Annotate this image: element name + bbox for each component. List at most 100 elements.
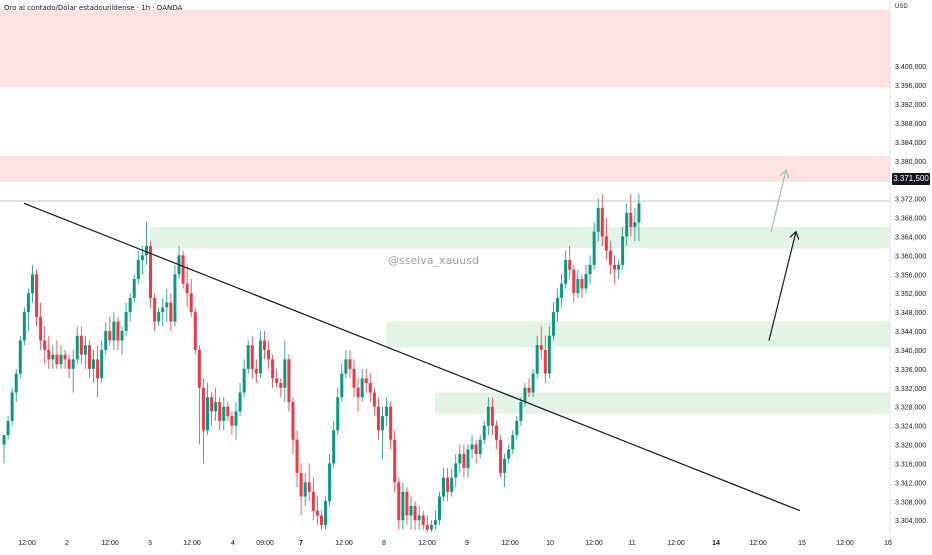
candle-body [405,491,409,516]
candle-body [149,245,153,298]
price-axis-bg [890,0,932,550]
x-tick-label: 10 [546,540,554,547]
candle-body [539,345,543,350]
candle-body [181,255,185,284]
candle-body [568,260,572,270]
y-tick-label: 3.332,000 [895,386,926,393]
y-tick-label: 3.400,000 [895,64,926,71]
candle-body [397,482,401,521]
candle-body [246,345,250,369]
candle-body [482,425,486,440]
candle-body [210,397,214,412]
candle-body [425,524,429,530]
candle-body [132,279,136,298]
y-tick-label: 3.384,000 [895,140,926,147]
y-tick-label: 3.360,000 [895,253,926,260]
candle-body [572,269,576,294]
candle-body [551,312,555,336]
y-tick-label: 3.372,000 [895,197,926,204]
candle-body [446,477,450,492]
currency-label: USD [895,4,908,10]
projection-arrow [768,232,796,341]
candle-body [311,491,315,511]
candle-body [262,340,266,350]
candle-body [393,439,397,483]
candle-body [389,406,393,440]
candle-body [454,463,458,478]
symbol-title: Oro al contado/Dólar estadounidense · 1h… [4,4,183,12]
candle-body [193,312,197,350]
candle-body [161,307,165,313]
candle-body [30,274,34,294]
candle-body [307,482,311,492]
x-tick-label: 16 [884,540,892,547]
price-axis[interactable]: 3.304,000 3.308,000 3.312,000 3.316,000 3.32… [889,0,932,550]
x-tick-label: 09:00 [256,540,274,547]
candle-body [35,274,39,317]
candle-body [112,321,116,341]
x-tick-label: 8 [382,540,386,547]
candle-body [10,392,14,421]
candle-body [466,449,470,469]
x-tick-label: 4 [231,540,235,547]
y-tick-label: 3.396,000 [895,83,926,90]
candle-body [275,378,279,384]
x-tick-label: 12:00 [418,540,436,547]
candle-body [214,401,218,412]
candle-body [629,212,633,227]
x-tick-label: 12:00 [749,540,767,547]
candle-body [96,359,100,379]
candle-body [128,297,132,313]
candle-body [55,354,59,365]
candle-body [608,250,612,265]
candle-body [490,406,494,426]
time-axis[interactable]: 12:00 2 12:00 3 12:00 4 09:00 7 12:00 8 12:00 9 12:0… [0,532,892,550]
y-tick-label: 3.324,000 [895,424,926,431]
x-tick-label: 7 [299,540,303,547]
y-tick-label: 3.348,000 [895,310,926,317]
x-tick-label: 15 [798,540,806,547]
candle-body [2,435,6,445]
candle-body [613,264,616,270]
candle-body [201,387,205,431]
candle-body [352,368,356,388]
candle-body [43,340,47,350]
candle-body [494,425,498,440]
candle-body [185,283,189,294]
candle-body [507,449,511,459]
candle-body [584,274,588,289]
demand-zone [386,321,890,348]
candle-body [637,203,641,223]
supply-zone [0,9,890,88]
candle-body [315,510,319,516]
candle-body [401,491,405,521]
last-price-label: 3.371,500 [892,173,930,185]
y-tick-label: 3.368,000 [895,216,926,223]
candle-body [600,208,604,237]
watermark-text: @sselva_xauusd [388,254,479,267]
candle-body [336,397,340,431]
x-tick-label: 12:00 [501,540,519,547]
x-tick-label: 3 [148,540,152,547]
candle-body [421,515,425,525]
candle-body [344,359,348,374]
candle-body [376,406,380,431]
candle-body [592,231,596,265]
y-tick-label: 3.364,000 [895,234,926,241]
x-tick-label: 12:00 [183,540,201,547]
candle-body [120,331,124,341]
drawings-layer [23,170,801,512]
candle-body [478,439,482,454]
x-tick-label: 9 [465,540,469,547]
candle-body [442,477,446,497]
candle-body [67,359,71,369]
candle-body [144,245,148,256]
candle-body [531,373,535,393]
candle-body [267,349,271,360]
x-tick-label: 12:00 [836,540,854,547]
candle-body [218,401,222,421]
candle-body [169,302,173,322]
demand-zone [150,226,890,249]
